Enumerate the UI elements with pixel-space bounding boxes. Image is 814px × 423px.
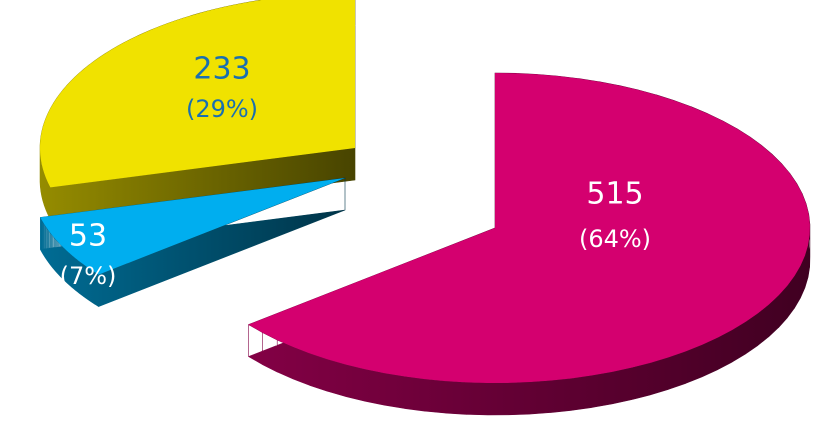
slice [40,178,346,275]
value-label: 233 [193,52,250,87]
value-label: 515 [586,177,643,212]
value-label: 53 [69,219,107,254]
slice [40,0,355,188]
percent-label: (29%) [186,95,258,123]
percent-label: (7%) [60,262,117,290]
percent-label: (64%) [579,225,651,253]
slice [248,73,810,383]
